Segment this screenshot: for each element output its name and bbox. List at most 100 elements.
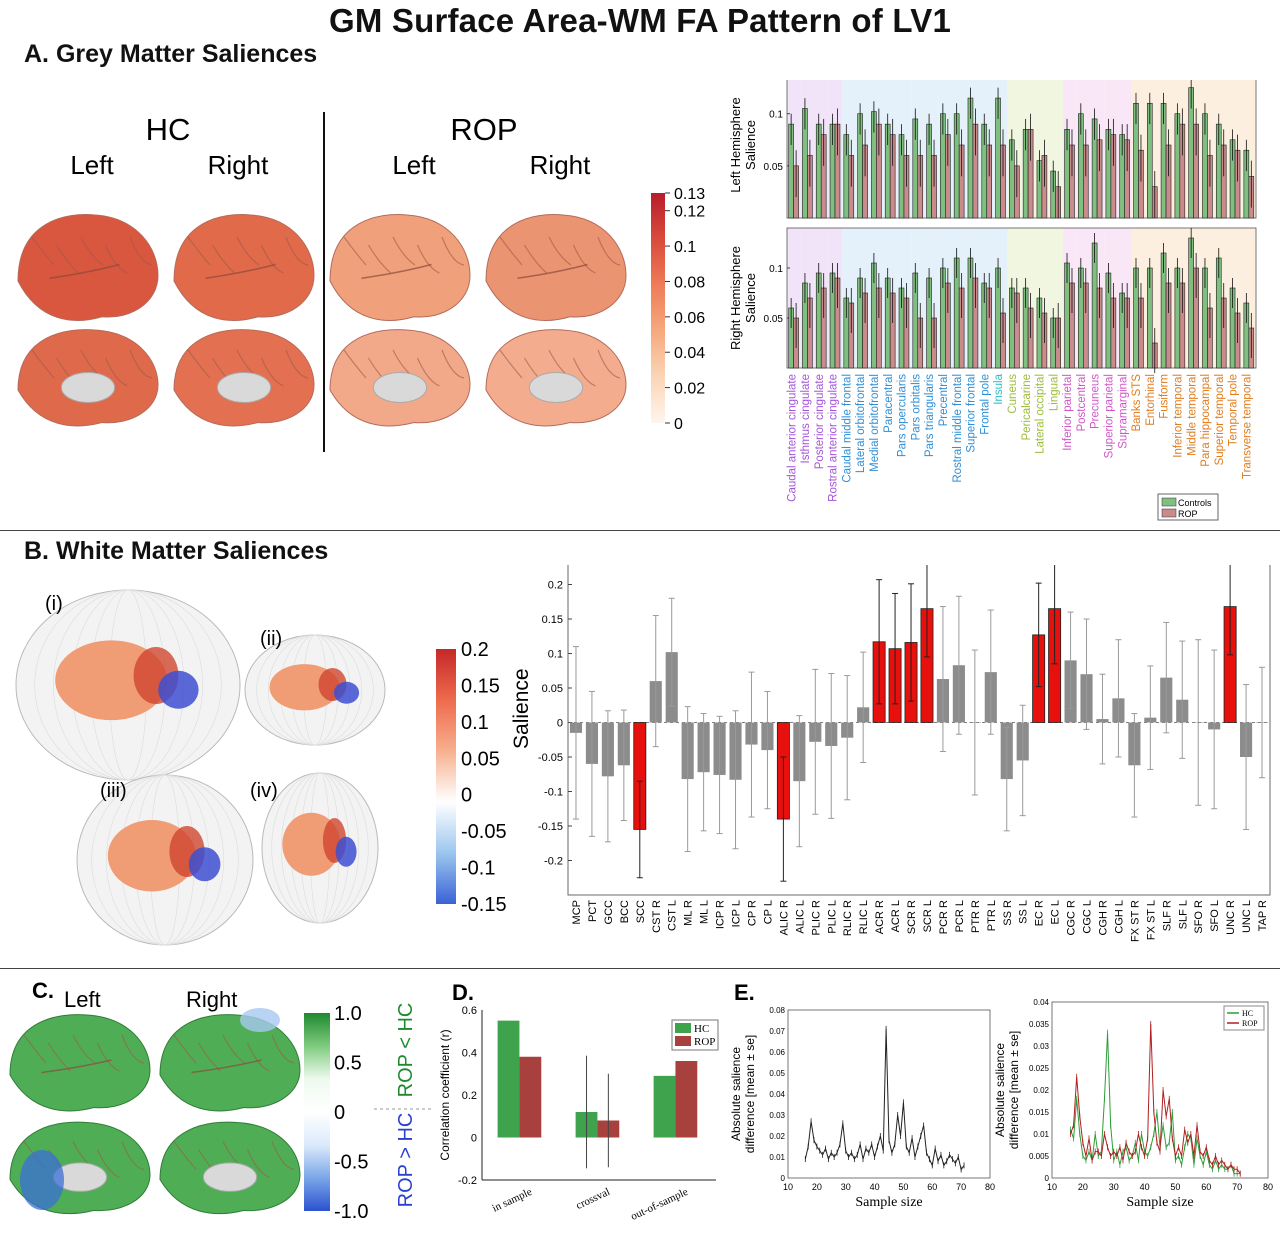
gm-category-label: Cuneus — [1007, 374, 1019, 414]
e-ylabel-line: Absolute salience — [993, 1043, 1007, 1137]
colorbar-b-tick-label: -0.05 — [461, 821, 507, 843]
view-label: (ii) — [260, 628, 282, 650]
panel-c-figure: C. Left Right 1.0 0.5 0 -0.5 -1.0 ROP < HC ROP > … — [9, 978, 1273, 1223]
wm-category-label: SS L — [1018, 900, 1030, 924]
wm-category-label: BCC — [619, 900, 631, 923]
sulcus — [597, 236, 621, 266]
e-ytick-label: 0.01 — [1033, 1130, 1049, 1139]
sulcus — [173, 1034, 197, 1064]
sulcus — [31, 349, 55, 379]
e-ytick-label: 0.005 — [1029, 1152, 1050, 1161]
lateral-fissure — [49, 263, 120, 279]
view-label: (i) — [45, 593, 63, 615]
colorbar-a-tick-label: 0.12 — [674, 204, 705, 221]
wm-ytick-label: 0.05 — [542, 683, 563, 695]
e-line-hc — [1070, 1032, 1241, 1175]
e-xtick-label: 20 — [1078, 1182, 1088, 1192]
brain-rop-right-medial — [485, 329, 627, 427]
e-ylabel-line: difference [mean ± se] — [1007, 1031, 1021, 1149]
gm-category-label: Lateral occipital — [1035, 374, 1047, 454]
e-xtick-label: 10 — [1047, 1182, 1057, 1192]
wm-category-label: PLIC R — [810, 900, 822, 936]
gm-ytick-label: 0.1 — [769, 110, 783, 121]
sulcus — [260, 357, 284, 387]
colorbar-a-tick-label: 0.08 — [674, 274, 705, 291]
sulcus — [572, 244, 596, 274]
sulcus — [548, 236, 572, 266]
wm-category-label: CGH L — [1113, 900, 1125, 934]
wm-category-label: SCR R — [906, 900, 918, 934]
e-ytick-label: 0.03 — [769, 1111, 785, 1120]
wm-category-label: ICP L — [731, 900, 743, 927]
gm-ylabel-line: Salience — [743, 273, 758, 323]
gm-category-label: Inferior parietal — [1062, 374, 1074, 451]
wm-chart-frame — [567, 565, 1271, 896]
wm-category-label: CGC R — [1066, 900, 1078, 936]
sulcus — [222, 1034, 246, 1064]
e-ytick-label: 0.025 — [1029, 1064, 1050, 1073]
sulcus — [173, 1141, 197, 1170]
glass-brain-view-2 — [244, 634, 386, 746]
sulcus — [392, 236, 416, 266]
e-ytick-label: 0.01 — [769, 1153, 785, 1162]
tract-negative — [333, 681, 360, 704]
brain-rop-right-lateral-outline — [485, 214, 627, 321]
brain-c-blue-region — [20, 1150, 64, 1210]
sulcus — [80, 236, 104, 266]
wm-category-label: PCR L — [954, 900, 966, 932]
d-category-label: out-of-sample — [629, 1186, 690, 1223]
wm-ytick-label: -0.05 — [538, 752, 563, 764]
wm-category-label: ML L — [699, 900, 711, 924]
sulcus — [271, 1034, 295, 1064]
gm-category-label: Rostral anterior cingulate — [828, 374, 840, 502]
wm-category-label: ALIC L — [794, 900, 806, 934]
sulcus — [416, 357, 440, 387]
tract-negative — [188, 847, 221, 882]
e-xlabel: Sample size — [855, 1195, 922, 1210]
colorbar-c — [304, 1013, 330, 1211]
e-ytick-label: 0 — [1045, 1174, 1050, 1183]
wm-category-label: PLIC L — [826, 900, 838, 934]
sulcus — [104, 244, 128, 274]
corpus-callosum — [372, 372, 428, 403]
e-ytick-label: 0.08 — [769, 1006, 785, 1015]
lateral-fissure — [191, 1059, 262, 1074]
sulcus — [72, 1034, 96, 1064]
sulcus — [271, 1141, 295, 1171]
view-label: (iii) — [100, 780, 127, 802]
e-legend — [1223, 1005, 1265, 1031]
gm-chart-left: 0.05 0.1 Left HemisphereSalience — [728, 80, 1257, 219]
sulcus — [416, 244, 440, 274]
colorbar-a-tick-label: 0.13 — [674, 186, 705, 203]
e-ytick-label: 0.06 — [769, 1048, 785, 1057]
gm-category-label: Frontal pole — [979, 374, 991, 435]
wm-ytick-label: -0.1 — [544, 787, 563, 799]
gm-category-label: Temporal pole — [1228, 374, 1240, 446]
wm-category-label: SFO R — [1193, 900, 1205, 934]
d-ytick-label: 0.6 — [462, 1005, 477, 1017]
gm-category-label: Postcentral — [1076, 374, 1088, 432]
brain-hc-left-lateral-outline — [17, 214, 159, 321]
colorbar-b-tick-label: 0 — [461, 785, 472, 807]
e-ytick-label: 0.05 — [769, 1069, 785, 1078]
rop-less-hc-label: ROP < HC — [395, 1003, 417, 1098]
gm-category-label: Superior frontal — [966, 374, 978, 453]
gm-ylabel-line: Salience — [743, 120, 758, 170]
d-bar-hc — [497, 1020, 520, 1138]
gm-category-label: Pars triangularis — [924, 374, 936, 457]
gm-ylabel-line: Right Hemisphere — [728, 246, 743, 350]
wm-category-label: EC L — [1050, 900, 1062, 924]
d-bar-rop — [675, 1061, 698, 1138]
sulcus — [236, 236, 260, 266]
glass-brain-mesh — [256, 634, 374, 746]
rop-right-label: Right — [530, 150, 591, 180]
gm-category-label: Insula — [993, 373, 1005, 404]
wm-category-label: CST R — [651, 900, 663, 933]
separator-ab — [0, 530, 1280, 531]
wm-category-label: ACR L — [890, 900, 902, 932]
e-ylabel-line: difference [mean ± se] — [743, 1035, 757, 1153]
e-xtick-label: 80 — [985, 1182, 995, 1192]
gm-category-label: Precuneus — [1090, 374, 1102, 429]
e-xtick-label: 30 — [841, 1182, 851, 1192]
